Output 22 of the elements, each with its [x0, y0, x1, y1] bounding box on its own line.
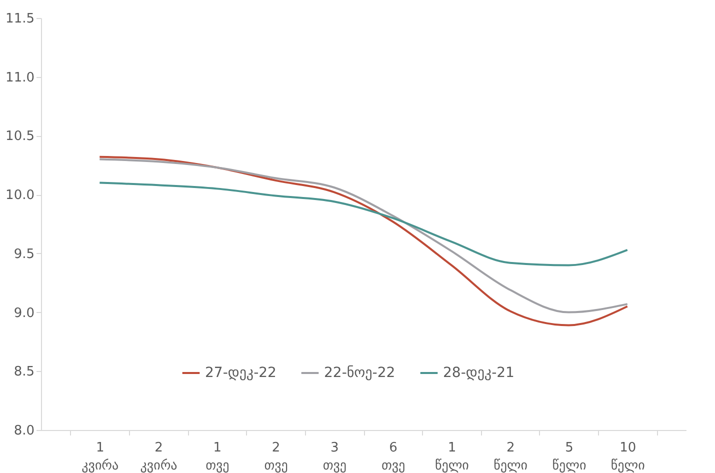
x-tick-label: 2 თვე	[264, 440, 288, 473]
y-tick-label: 9.5	[14, 246, 34, 262]
x-tick-label: 6 თვე	[381, 440, 406, 473]
legend-label: 28-დეკ-21	[443, 365, 514, 381]
x-tick-label: 1 წელი	[435, 440, 470, 473]
x-tick-label: 3 თვე	[322, 440, 347, 473]
x-tick-label: 1 კვირა	[82, 440, 119, 473]
y-tick-label: 11.0	[6, 70, 34, 86]
y-tick-label: 8.0	[14, 424, 34, 438]
x-tick-label: 1 თვე	[206, 440, 230, 473]
y-tick-label: 8.5	[14, 364, 34, 380]
y-tick-label: 10.5	[6, 129, 34, 144]
x-tick-label: 2 კვირა	[140, 440, 178, 473]
y-tick-label: 11.5	[6, 12, 34, 26]
y-tick-label: 9.0	[14, 306, 34, 321]
line-series	[98, 182, 628, 266]
y-tick-label: 10.0	[6, 188, 34, 204]
legend-label: 22-ნოე-22	[324, 365, 396, 381]
legend-label: 27-დეკ-22	[205, 365, 276, 381]
x-tick-label: 10 წელი	[610, 440, 646, 473]
x-tick-label: 2 წელი	[494, 440, 528, 473]
x-tick-label: 5 წელი	[552, 440, 586, 473]
